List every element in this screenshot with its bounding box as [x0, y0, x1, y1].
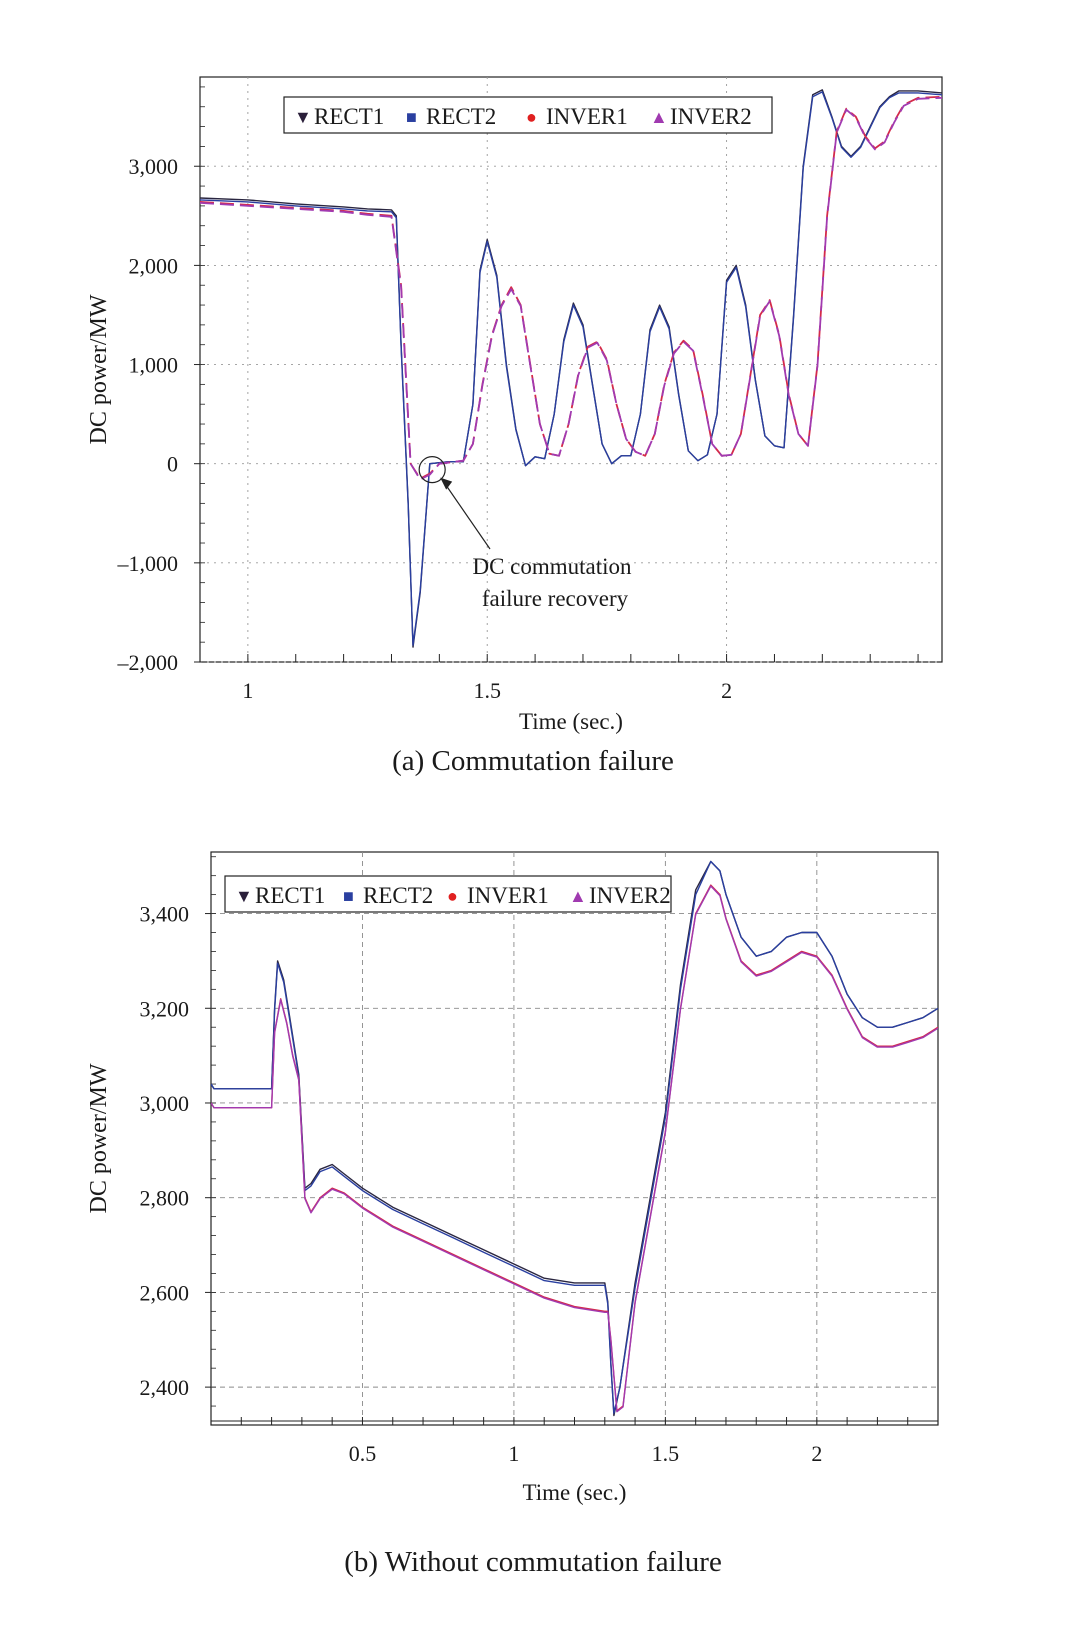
legend-marker-inver2: ▲	[569, 886, 587, 906]
x-axis-label: Time (sec.)	[523, 1480, 627, 1505]
legend-marker-rect2: ■	[343, 886, 354, 906]
y-tick-label: 3,400	[140, 902, 190, 927]
plot-area	[199, 76, 943, 663]
y-axis-label: DC power/MW	[86, 1063, 112, 1213]
legend-marker-inver1: ●	[447, 886, 458, 906]
legend-label-inver2: INVER2	[589, 883, 671, 908]
legend-label-rect1: RECT1	[314, 104, 384, 129]
annotation-arrow-line	[441, 479, 491, 550]
legend-label-inver1: INVER1	[467, 883, 549, 908]
legend-marker-inver1: ●	[526, 107, 537, 127]
legend-box	[283, 96, 773, 134]
series-line-inver2	[211, 885, 938, 1413]
y-tick-label: 2,000	[129, 253, 179, 278]
series-line-inver2	[200, 96, 942, 481]
legend-marker-rect1: ▼	[294, 107, 312, 127]
legend-label-rect2: RECT2	[363, 883, 433, 908]
chart-panel-b: 2,400 2,600 2,800 3,000 3,200 3,400 0.5 1 1.5 2 Ti…	[86, 851, 939, 1578]
x-tick-label: 1.5	[473, 678, 501, 703]
x-axis-label: Time (sec.)	[519, 709, 623, 734]
x-tick-label: 0.5	[349, 1441, 377, 1466]
y-tick-label: 3,000	[140, 1091, 190, 1116]
chart-panel-a: –2,000 –1,000 0 1,000 2,000 3,000 1 1.5 2 Time (s…	[86, 76, 943, 777]
legend-marker-rect1: ▼	[235, 886, 253, 906]
series-group	[200, 89, 942, 648]
y-tick-label: 1,000	[129, 353, 179, 378]
y-tick-label: 2,400	[140, 1375, 190, 1400]
legend-label-rect2: RECT2	[426, 104, 496, 129]
x-tick-label: 1	[508, 1441, 519, 1466]
x-tick-label: 2	[811, 1441, 822, 1466]
series-group	[211, 860, 938, 1417]
legend-label-inver2: INVER2	[670, 104, 752, 129]
annotation-circle	[418, 456, 446, 484]
legend: ▼ RECT1 ■ RECT2 ● INVER1 ▲ INVER2	[224, 875, 672, 913]
x-tick-label: 1.5	[652, 1441, 680, 1466]
y-tick-label: 3,200	[140, 996, 190, 1021]
y-tick-label: 2,600	[140, 1280, 190, 1305]
annotation-text-line1: DC commutation	[472, 554, 632, 579]
annotation-text-line2: failure recovery	[482, 586, 629, 611]
legend-label-rect1: RECT1	[255, 883, 325, 908]
y-tick-label: 2,800	[140, 1186, 190, 1211]
legend-label-inver1: INVER1	[546, 104, 628, 129]
legend-marker-inver2: ▲	[650, 107, 668, 127]
y-axis-label: DC power/MW	[86, 294, 112, 444]
series-line-rect2	[200, 91, 942, 646]
y-tick-label: –2,000	[117, 650, 179, 675]
figure-caption: (a) Commutation failure	[392, 745, 674, 777]
plot-area	[210, 851, 939, 1426]
x-tick-label: 1	[242, 678, 253, 703]
y-tick-label: 0	[167, 452, 178, 477]
annotation-arrowhead	[440, 477, 453, 490]
y-tick-label: –1,000	[117, 551, 179, 576]
legend-box	[224, 875, 672, 913]
x-tick-label: 2	[721, 678, 732, 703]
y-tick-label: 3,000	[129, 154, 179, 179]
legend-marker-rect2: ■	[406, 107, 417, 127]
legend: ▼ RECT1 ■ RECT2 ● INVER1 ▲ INVER2	[283, 96, 773, 134]
figure-caption: (b) Without commutation failure	[344, 1546, 722, 1578]
